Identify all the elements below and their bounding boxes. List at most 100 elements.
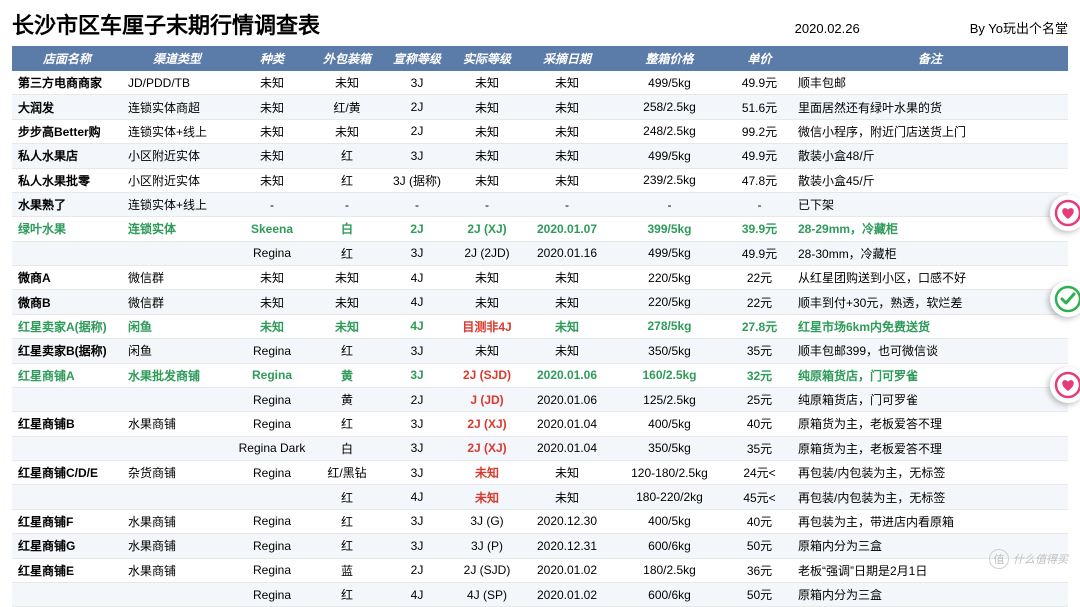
table-cell: 3J — [382, 461, 452, 485]
table-cell — [12, 485, 122, 509]
table-cell: 24元< — [727, 461, 792, 485]
table-cell: 3J — [382, 363, 452, 387]
table-cell: 258/2.5kg — [612, 95, 727, 119]
table-cell: 红 — [312, 534, 382, 558]
table-cell: 2J — [382, 387, 452, 411]
table-cell: 51.6元 — [727, 95, 792, 119]
table-cell — [12, 582, 122, 606]
table-cell: 2J (XJ) — [452, 412, 522, 436]
col-remark: 备注 — [792, 46, 1068, 71]
table-cell: 未知 — [232, 290, 312, 314]
col-store: 店面名称 — [12, 46, 122, 71]
table-cell — [12, 436, 122, 460]
col-variety: 种类 — [232, 46, 312, 71]
table-cell: 红星商铺A — [12, 363, 122, 387]
table-cell: 顺丰包邮 — [792, 71, 1068, 95]
side-badges — [1050, 195, 1080, 403]
watermark-text: 什么值得买 — [1013, 551, 1068, 567]
table-cell: 499/5kg — [612, 71, 727, 95]
table-cell: 未知 — [452, 168, 522, 192]
col-unit-price: 单价 — [727, 46, 792, 71]
table-cell: 未知 — [522, 314, 612, 338]
col-actual-grade: 实际等级 — [452, 46, 522, 71]
table-cell — [122, 436, 232, 460]
table-cell: 2020.01.02 — [522, 558, 612, 582]
table-cell: 3J — [382, 144, 452, 168]
table-cell: 原箱货为主，老板爱答不理 — [792, 436, 1068, 460]
table-cell: 红 — [312, 412, 382, 436]
table-cell: 未知 — [312, 119, 382, 143]
table-cell: Regina — [232, 339, 312, 363]
table-cell: 红/黑钻 — [312, 461, 382, 485]
table-cell: 40元 — [727, 412, 792, 436]
table-cell: 微信群 — [122, 290, 232, 314]
table-cell: 未知 — [452, 485, 522, 509]
table-cell: 35元 — [727, 339, 792, 363]
table-cell: 红 — [312, 339, 382, 363]
table-cell: 红星商铺B — [12, 412, 122, 436]
table-cell: 未知 — [312, 314, 382, 338]
table-row: 大润发连锁实体商超未知红/黄2J未知未知258/2.5kg51.6元里面居然还有… — [12, 95, 1068, 119]
table-cell: 杂货商铺 — [122, 461, 232, 485]
table-header-row: 店面名称 渠道类型 种类 外包装箱 宣称等级 实际等级 采摘日期 整箱价格 单价… — [12, 46, 1068, 71]
table-row: 水果熟了连锁实体+线上-------已下架 — [12, 192, 1068, 216]
table-cell: 顺丰到付+30元，熟透，软烂差 — [792, 290, 1068, 314]
table-cell — [122, 387, 232, 411]
table-cell: 水果商铺 — [122, 558, 232, 582]
table-cell: 红星商铺C/D/E — [12, 461, 122, 485]
table-cell: 4J (SP) — [452, 582, 522, 606]
table-cell: 蓝 — [312, 558, 382, 582]
table-row: 红4J未知未知180-220/2kg45元<再包装/内包装为主，无标签 — [12, 485, 1068, 509]
table-cell: 红星卖家A(据称) — [12, 314, 122, 338]
heart-badge-1 — [1050, 195, 1080, 231]
table-cell: 2J — [382, 95, 452, 119]
table-cell: 4J — [382, 582, 452, 606]
table-cell — [232, 485, 312, 509]
table-cell: 红/黄 — [312, 95, 382, 119]
table-cell: 未知 — [522, 144, 612, 168]
table-cell: 499/5kg — [612, 144, 727, 168]
header-date: 2020.02.26 — [795, 21, 860, 36]
table-cell: 小区附近实体 — [122, 144, 232, 168]
table-cell: 未知 — [522, 339, 612, 363]
table-cell: - — [522, 192, 612, 216]
col-box: 外包装箱 — [312, 46, 382, 71]
table-cell: 微信群 — [122, 266, 232, 290]
table-cell: 红星商铺E — [12, 558, 122, 582]
watermark: 值 什么值得买 — [989, 549, 1068, 569]
table-cell: 2020.01.02 — [522, 582, 612, 606]
table-cell: 白 — [312, 217, 382, 241]
table-cell: 连锁实体 — [122, 217, 232, 241]
table-cell: Regina — [232, 461, 312, 485]
table-cell: 未知 — [232, 119, 312, 143]
table-cell: Regina — [232, 241, 312, 265]
table-cell: 35元 — [727, 436, 792, 460]
table-cell: 再包装为主，带进店内看原箱 — [792, 509, 1068, 533]
table-cell: 微信小程序，附近门店送货上门 — [792, 119, 1068, 143]
table-row: 微商A微信群未知未知4J未知未知220/5kg22元从红星团购送到小区，口感不好 — [12, 266, 1068, 290]
table-cell: 400/5kg — [612, 509, 727, 533]
table-cell: 未知 — [232, 168, 312, 192]
table-cell: 已下架 — [792, 192, 1068, 216]
table-cell: 27.8元 — [727, 314, 792, 338]
table-cell: 3J (据称) — [382, 168, 452, 192]
table-cell: 红 — [312, 168, 382, 192]
table-cell: 未知 — [232, 144, 312, 168]
table-cell: - — [312, 192, 382, 216]
table-cell: 600/6kg — [612, 582, 727, 606]
table-cell: 2J (2JD) — [452, 241, 522, 265]
table-cell: 微商A — [12, 266, 122, 290]
table-cell: 连锁实体+线上 — [122, 119, 232, 143]
table-cell: 3J — [382, 71, 452, 95]
table-cell: 28-30mm，冷藏柜 — [792, 241, 1068, 265]
table-cell: 22元 — [727, 290, 792, 314]
table-cell: 2020.01.16 — [522, 241, 612, 265]
heart-badge-2 — [1050, 367, 1080, 403]
table-cell: Regina — [232, 509, 312, 533]
table-cell: - — [612, 192, 727, 216]
table-cell: 未知 — [232, 71, 312, 95]
table-cell: 未知 — [312, 266, 382, 290]
table-cell: 连锁实体商超 — [122, 95, 232, 119]
table-cell: 3J — [382, 241, 452, 265]
table-row: Regina黄2JJ (JD)2020.01.06125/2.5kg25元纯原箱… — [12, 387, 1068, 411]
